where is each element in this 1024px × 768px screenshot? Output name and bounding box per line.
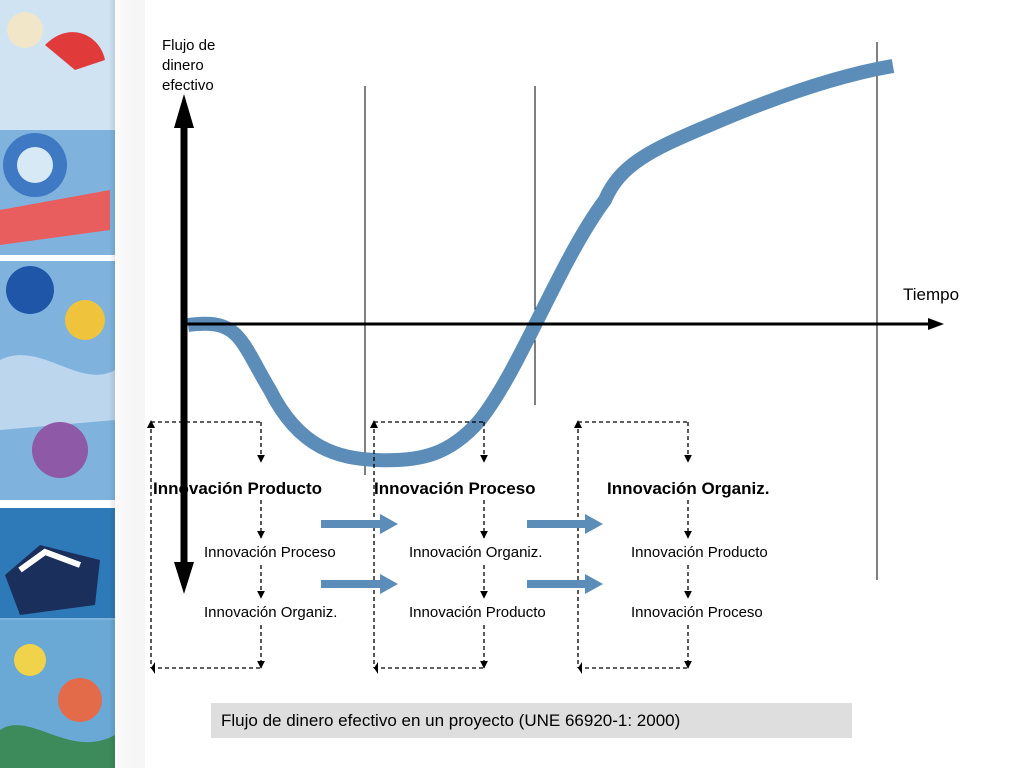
decorative-sidebar-artwork bbox=[0, 0, 145, 768]
stage-1-title: Innovación Producto bbox=[153, 479, 322, 498]
stage-1-frame bbox=[150, 421, 265, 669]
block-arrow-1b bbox=[321, 574, 398, 594]
stage-2-frame bbox=[373, 421, 488, 669]
figure-caption-text: Flujo de dinero efectivo en un proyecto … bbox=[221, 710, 681, 730]
stage-2-item-1: Innovación Organiz. bbox=[409, 544, 542, 561]
stage-1-item-2: Innovación Organiz. bbox=[204, 604, 337, 621]
stage-3-frame bbox=[577, 421, 692, 669]
stage-3-item-2: Innovación Proceso bbox=[631, 604, 763, 621]
cash-axis-arrowhead-bottom bbox=[174, 562, 194, 594]
cash-flow-curve bbox=[187, 59, 895, 468]
stage-3-title: Innovación Organiz. bbox=[607, 479, 769, 498]
block-arrow-2b bbox=[527, 574, 603, 594]
block-arrow-2a bbox=[527, 514, 603, 534]
block-arrow-1a bbox=[321, 514, 398, 534]
figure-caption: Flujo de dinero efectivo en un proyecto … bbox=[211, 703, 852, 738]
transition-arrows bbox=[321, 514, 603, 594]
time-axis-label: Tiempo bbox=[903, 285, 960, 304]
stage-1-item-1: Innovación Proceso bbox=[204, 544, 336, 561]
time-axis-arrowhead bbox=[928, 318, 944, 330]
stage-2-item-2: Innovación Producto bbox=[409, 604, 546, 621]
stage-2-title: Innovación Proceso bbox=[374, 479, 536, 498]
cash-axis-label: Flujo de dinero efectivo bbox=[162, 37, 216, 94]
cash-axis-arrowhead-top bbox=[174, 94, 194, 128]
stage-3-item-1: Innovación Producto bbox=[631, 544, 768, 561]
